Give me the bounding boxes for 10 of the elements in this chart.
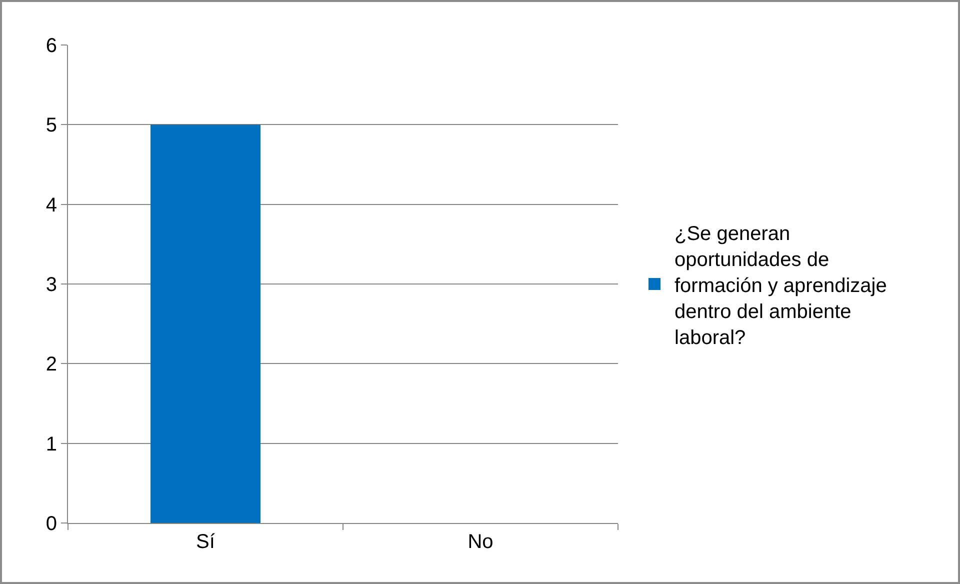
x-tick-label: Sí	[196, 531, 216, 553]
y-tick-label: 3	[46, 274, 57, 296]
x-tick-label: No	[468, 531, 494, 553]
legend-label: ¿Se generan oportunidades de formación y aprendizaje dentro del ambiente laboral?	[674, 222, 887, 349]
y-tick-label: 6	[46, 35, 57, 57]
y-tick-label: 0	[46, 513, 57, 535]
y-tick-label: 5	[46, 114, 57, 137]
y-tick-label: 2	[46, 354, 57, 376]
y-tick-label: 1	[46, 433, 57, 456]
y-tick-label: 4	[46, 194, 57, 216]
